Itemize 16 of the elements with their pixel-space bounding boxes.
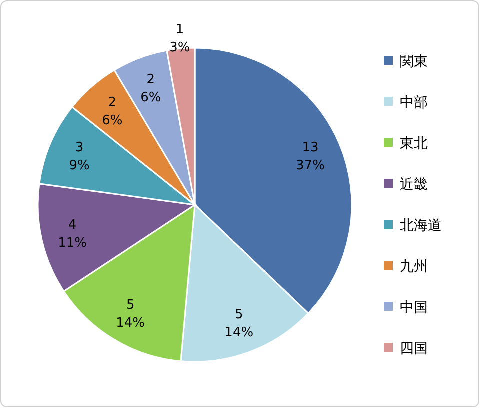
legend-label: 中部 [400, 95, 428, 111]
legend-label: 北海道 [400, 218, 442, 234]
legend-label: 九州 [400, 259, 428, 275]
legend-label: 四国 [400, 341, 428, 357]
data-label: 4 11% [58, 218, 87, 251]
data-label: 13 37% [296, 140, 325, 174]
data-label: 1 3% [170, 22, 190, 56]
legend-label: 関東 [400, 54, 428, 70]
data-label: 5 14% [116, 298, 146, 331]
data-label: 5 14% [224, 308, 254, 341]
legend-label: 東北 [400, 136, 428, 152]
data-label: 2 6% [102, 95, 123, 128]
data-label: 2 6% [140, 72, 162, 106]
legend-label: 中国 [400, 300, 428, 316]
legend-label: 近畿 [400, 177, 428, 193]
data-label: 3 9% [69, 140, 90, 174]
